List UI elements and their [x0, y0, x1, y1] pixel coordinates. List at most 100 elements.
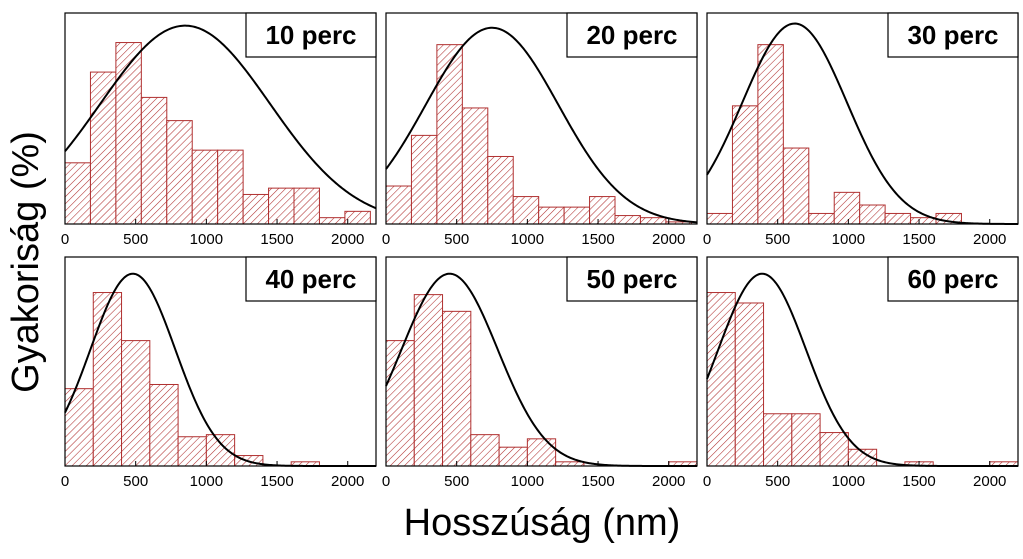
x-tick-label: 1000 — [190, 473, 223, 490]
histogram-bar — [538, 206, 565, 225]
x-tick-label: 1000 — [190, 231, 223, 248]
histogram-bar — [442, 310, 472, 467]
x-tick-label: 500 — [123, 473, 148, 490]
histogram-bar — [89, 71, 117, 225]
x-tick-label: 500 — [765, 231, 790, 248]
x-tick-label: 0 — [382, 231, 390, 248]
x-tick-label: 500 — [444, 473, 469, 490]
histogram-bar — [706, 212, 733, 225]
panel-title: 30 perc — [907, 20, 998, 50]
x-tick-label: 1000 — [832, 231, 865, 248]
x-tick-label: 1500 — [902, 231, 935, 248]
panel-legend-box — [566, 12, 698, 58]
histogram-bar — [791, 413, 821, 467]
histogram-bar — [563, 206, 591, 225]
histogram-bar — [859, 204, 886, 225]
y-axis-label: Gyakoriság (%) — [5, 131, 47, 393]
panel-legend-box — [245, 12, 377, 58]
histogram-bar — [763, 413, 793, 467]
normal-fit-curve — [385, 26, 698, 224]
x-tick-label: 1000 — [511, 231, 544, 248]
histogram-bar — [512, 196, 540, 225]
x-tick-label: 2000 — [973, 231, 1006, 248]
plot-frame — [64, 256, 377, 467]
x-tick-label: 1000 — [832, 473, 865, 490]
histogram-bar — [487, 155, 514, 225]
histogram-bar — [833, 191, 861, 225]
histogram-bar — [205, 434, 236, 467]
histogram-bar — [191, 149, 219, 225]
histogram-bar — [217, 149, 244, 225]
histogram-bar — [555, 461, 585, 467]
panel-title: 60 perc — [907, 264, 998, 294]
histogram-bar — [808, 212, 835, 225]
histogram-panel-4: 0 500 1000 1500 2000 40 perc — [61, 256, 377, 490]
histogram-bar — [268, 187, 295, 225]
histogram-bar — [757, 44, 784, 225]
histogram-bar — [498, 446, 528, 467]
plot-frame — [385, 256, 698, 467]
histogram-bar — [344, 210, 371, 225]
histogram-bar — [461, 107, 489, 225]
histogram-panel-5: 0 500 1000 1500 2000 50 perc — [382, 256, 698, 490]
panel-title: 50 perc — [586, 264, 677, 294]
histogram-bar — [140, 96, 168, 225]
histogram-bar — [526, 438, 557, 467]
histogram-bar — [149, 383, 179, 467]
x-tick-label: 0 — [382, 473, 390, 490]
histogram-bar — [884, 212, 912, 225]
histogram-bar — [734, 302, 765, 467]
histogram-bar — [177, 436, 207, 467]
x-tick-label: 1500 — [260, 473, 293, 490]
histogram-bar — [639, 217, 667, 225]
histogram-bar — [589, 196, 616, 225]
x-tick-label: 2000 — [973, 473, 1006, 490]
x-tick-label: 1500 — [260, 231, 293, 248]
x-axis-label: Hosszúság (nm) — [404, 502, 681, 544]
panel-title: 10 perc — [265, 20, 356, 50]
panel-title: 20 perc — [586, 20, 677, 50]
plot-frame — [706, 12, 1019, 225]
panel-legend-box — [566, 256, 698, 302]
x-tick-label: 500 — [765, 473, 790, 490]
histogram-panel-1: 0 500 1000 1500 2000 10 perc — [61, 12, 377, 248]
x-tick-label: 2000 — [331, 473, 364, 490]
histogram-bar — [614, 215, 641, 225]
x-tick-label: 1500 — [581, 473, 614, 490]
histogram-bar — [819, 432, 849, 467]
x-tick-label: 1000 — [511, 473, 544, 490]
histogram-bar — [410, 134, 438, 225]
plot-frame — [385, 12, 698, 225]
normal-fit-curve — [64, 24, 377, 210]
x-tick-label: 0 — [703, 231, 711, 248]
histogram-bar — [436, 44, 463, 225]
histogram-bar — [731, 105, 759, 225]
normal-fit-curve — [706, 22, 1018, 225]
x-tick-label: 2000 — [652, 231, 685, 248]
x-tick-label: 1500 — [581, 231, 614, 248]
histogram-panel-2: 0 500 1000 1500 2000 20 perc — [382, 12, 698, 248]
panel-legend-box — [245, 256, 377, 302]
panel-title: 40 perc — [265, 264, 356, 294]
histogram-bar — [318, 217, 346, 225]
x-tick-label: 500 — [444, 231, 469, 248]
x-tick-label: 0 — [61, 231, 69, 248]
x-tick-label: 2000 — [652, 473, 685, 490]
histogram-bar — [242, 193, 270, 225]
x-tick-label: 2000 — [331, 231, 364, 248]
histogram-bar — [470, 434, 500, 467]
x-tick-label: 0 — [703, 473, 711, 490]
histogram-bar — [166, 120, 193, 225]
histogram-bar — [385, 185, 412, 225]
panel-legend-box — [887, 12, 1019, 58]
histogram-bar — [121, 340, 151, 467]
histogram-bar — [92, 292, 123, 467]
panel-legend-box — [887, 256, 1019, 302]
plot-frame — [706, 256, 1019, 467]
histogram-bar — [64, 162, 91, 225]
histogram-bar — [64, 388, 94, 467]
plot-frame — [64, 12, 377, 225]
x-tick-label: 0 — [61, 473, 69, 490]
histogram-bar — [293, 187, 320, 225]
